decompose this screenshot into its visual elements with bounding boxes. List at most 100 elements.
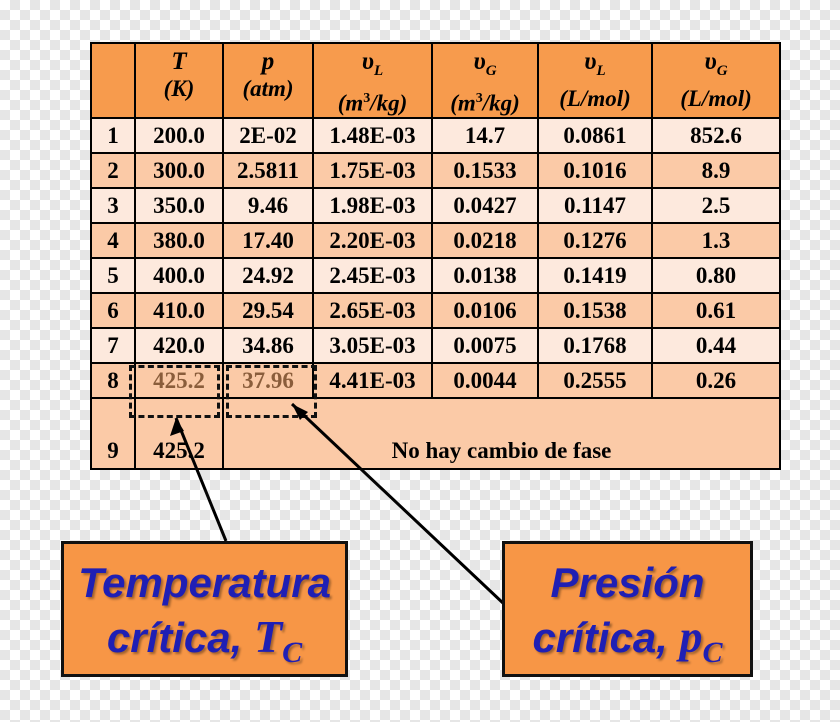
cell-temperature: 300.0 (134, 151, 224, 189)
header-unit-rest: /kg) (482, 90, 520, 116)
callout-symbol-sub: C (702, 636, 723, 669)
cell-temperature: 200.0 (134, 116, 224, 154)
table-row: 2 300.0 2.5811 1.75E-03 0.1533 0.1016 8.… (90, 151, 781, 189)
callout-symbol: p (679, 611, 703, 662)
cell-liquid-specific-volume: 2.20E-03 (312, 221, 433, 259)
header-liquid-molar-volume: υL (L/mol) (537, 42, 653, 119)
cell-gas-specific-volume: 0.0044 (431, 361, 539, 399)
cell-liquid-specific-volume: 2.45E-03 (312, 256, 433, 294)
callout-symbol-sub: C (282, 636, 303, 669)
header-unit: (K) (163, 76, 195, 101)
cell-pressure: 24.92 (222, 256, 314, 294)
cell-gas-molar-volume: 0.80 (651, 256, 781, 294)
cell-liquid-molar-volume: 0.1538 (537, 291, 653, 329)
row-index: 5 (90, 256, 136, 294)
header-pressure: p (atm) (222, 42, 314, 119)
cell-gas-specific-volume: 14.7 (431, 116, 539, 154)
cell-gas-specific-volume: 0.0075 (431, 326, 539, 364)
callout-line: crítica, (532, 614, 680, 661)
callout-symbol: T (253, 611, 283, 662)
cell-temperature: 425.2 (134, 396, 224, 470)
header-symbol: υ (704, 48, 717, 75)
table-row: 5 400.0 24.92 2.45E-03 0.0138 0.1419 0.8… (90, 256, 781, 294)
cell-gas-specific-volume: 0.0218 (431, 221, 539, 259)
cell-liquid-molar-volume: 0.1419 (537, 256, 653, 294)
cell-pressure: 34.86 (222, 326, 314, 364)
row-index: 7 (90, 326, 136, 364)
header-symbol-sub: G (716, 63, 728, 79)
cell-liquid-molar-volume: 0.2555 (537, 361, 653, 399)
header-unit-sup: 3 (363, 91, 371, 106)
cell-liquid-specific-volume: 1.75E-03 (312, 151, 433, 189)
header-symbol: p (261, 48, 275, 75)
table-row: 7 420.0 34.86 3.05E-03 0.0075 0.1768 0.4… (90, 326, 781, 364)
cell-liquid-specific-volume: 3.05E-03 (312, 326, 433, 364)
header-symbol: T (171, 48, 187, 75)
cell-liquid-specific-volume: 1.48E-03 (312, 116, 433, 154)
critical-pressure-callout: Presión crítica, pC (502, 541, 753, 677)
cell-pressure: 17.40 (222, 221, 314, 259)
cell-gas-molar-volume: 2.5 (651, 186, 781, 224)
header-symbol: υ (584, 48, 597, 75)
row-index: 6 (90, 291, 136, 329)
cell-liquid-molar-volume: 0.1276 (537, 221, 653, 259)
pressure-arrow (290, 402, 506, 606)
row-index: 9 (90, 396, 136, 470)
cell-gas-specific-volume: 0.0106 (431, 291, 539, 329)
table-row: 4 380.0 17.40 2.20E-03 0.0218 0.1276 1.3 (90, 221, 781, 259)
table-row-critical: 8 425.2 37.96 4.41E-03 0.0044 0.2555 0.2… (90, 361, 781, 399)
cell-liquid-molar-volume: 0.1147 (537, 186, 653, 224)
header-unit: (L/mol) (680, 86, 752, 111)
table-header-row: T (K) p (atm) υL (m3/kg) υG (m3/kg) υL (… (90, 42, 781, 119)
cell-gas-specific-volume: 0.0138 (431, 256, 539, 294)
cell-gas-molar-volume: 0.44 (651, 326, 781, 364)
header-index (90, 42, 136, 119)
header-symbol-sub: G (485, 63, 497, 79)
header-temperature: T (K) (134, 42, 224, 119)
row-index: 8 (90, 361, 136, 399)
table-row: 1 200.0 2E-02 1.48E-03 14.7 0.0861 852.6 (90, 116, 781, 154)
cell-gas-molar-volume: 0.61 (651, 291, 781, 329)
header-unit-rest: /kg) (370, 90, 408, 116)
table-row: 6 410.0 29.54 2.65E-03 0.0106 0.1538 0.6… (90, 291, 781, 329)
cell-temperature: 420.0 (134, 326, 224, 364)
header-symbol: υ (473, 48, 486, 75)
header-liquid-specific-volume: υL (m3/kg) (312, 42, 433, 119)
cell-pressure: 29.54 (222, 291, 314, 329)
callout-line: crítica, (106, 614, 254, 661)
cell-gas-molar-volume: 852.6 (651, 116, 781, 154)
cell-liquid-specific-volume: 4.41E-03 (312, 361, 433, 399)
cell-temperature: 380.0 (134, 221, 224, 259)
header-symbol: υ (361, 48, 375, 75)
row-index: 2 (90, 151, 136, 189)
header-unit: (L/mol) (559, 86, 631, 111)
header-symbol-sub: L (596, 63, 606, 79)
cell-liquid-specific-volume: 2.65E-03 (312, 291, 433, 329)
callout-line: Temperatura (78, 559, 331, 606)
cell-pressure: 2E-02 (222, 116, 314, 154)
header-gas-specific-volume: υG (m3/kg) (431, 42, 539, 119)
header-unit: (atm) (242, 76, 294, 101)
cell-gas-molar-volume: 1.3 (651, 221, 781, 259)
cell-liquid-molar-volume: 0.1768 (537, 326, 653, 364)
row-index: 3 (90, 186, 136, 224)
temperature-arrow (174, 417, 228, 542)
cell-temperature: 410.0 (134, 291, 224, 329)
cell-liquid-molar-volume: 0.0861 (537, 116, 653, 154)
cell-gas-molar-volume: 8.9 (651, 151, 781, 189)
cell-liquid-specific-volume: 1.98E-03 (312, 186, 433, 224)
cell-gas-specific-volume: 0.0427 (431, 186, 539, 224)
critical-temperature-callout: Temperatura crítica, TC (61, 541, 348, 677)
row-index: 1 (90, 116, 136, 154)
row-index: 4 (90, 221, 136, 259)
pressure-arrowhead (292, 404, 308, 420)
callout-line: Presión (550, 559, 705, 606)
header-symbol-sub: L (374, 63, 384, 79)
header-gas-molar-volume: υG (L/mol) (651, 42, 781, 119)
cell-gas-molar-volume: 0.26 (651, 361, 781, 399)
cell-temperature: 350.0 (134, 186, 224, 224)
table-row: 3 350.0 9.46 1.98E-03 0.0427 0.1147 2.5 (90, 186, 781, 224)
cell-gas-specific-volume: 0.1533 (431, 151, 539, 189)
header-unit: (m (337, 90, 364, 116)
